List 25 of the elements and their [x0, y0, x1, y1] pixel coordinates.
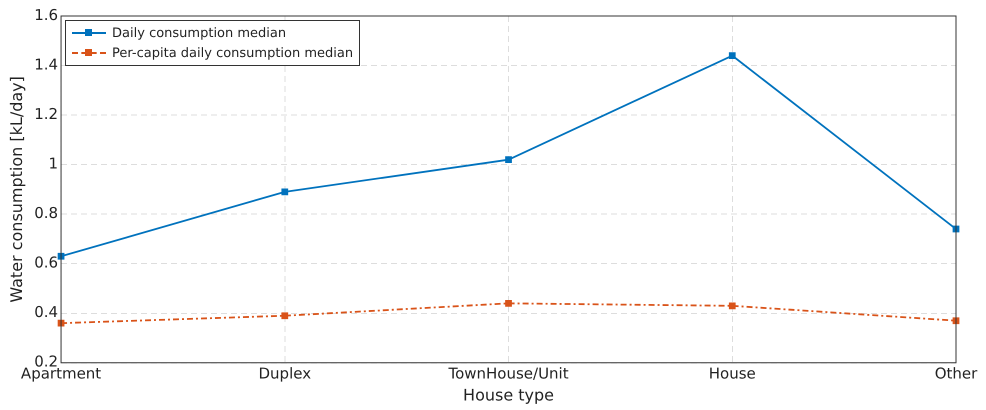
y-axis-title: Water consumption [kL/day] — [6, 76, 26, 303]
y-tick-label: 1.6 — [34, 6, 58, 24]
point — [281, 188, 288, 196]
point — [728, 302, 736, 310]
point — [952, 226, 960, 232]
x-axis-title: House type — [463, 386, 554, 405]
x-tick-label: Other — [934, 364, 978, 383]
point — [58, 320, 64, 327]
y-tick-label: 0.6 — [34, 254, 58, 272]
y-tick-label: 0.4 — [34, 303, 58, 322]
y-tick-label: 1.4 — [34, 55, 58, 74]
legend-label: Per-capita daily consumption median — [112, 46, 354, 60]
point — [505, 300, 512, 307]
point — [281, 312, 288, 320]
point — [58, 252, 64, 260]
x-tick-label: TownHouse/Unit — [447, 364, 569, 383]
point — [952, 317, 960, 324]
legend-label: Daily consumption median — [112, 26, 286, 40]
x-tick-label: Duplex — [258, 364, 312, 383]
x-tick-label: House — [708, 364, 756, 383]
y-tick-label: 0.8 — [34, 204, 58, 222]
y-tick-label: 1.2 — [34, 104, 58, 123]
y-tick-label: 1 — [48, 154, 58, 173]
point — [728, 52, 736, 60]
point — [505, 156, 512, 164]
